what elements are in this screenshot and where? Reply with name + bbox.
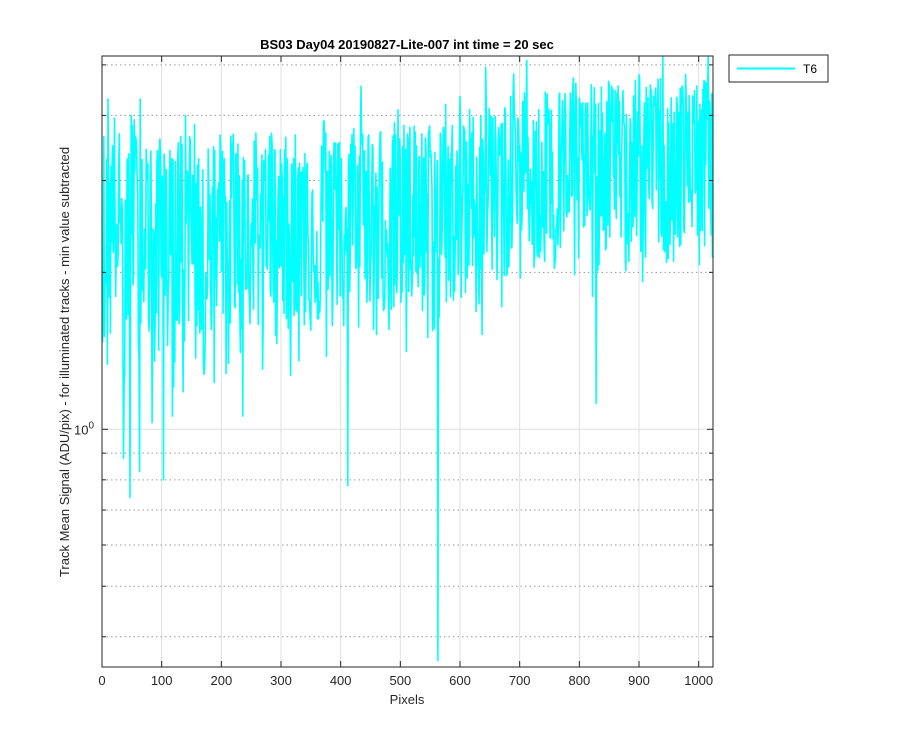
y-axis-label: Track Mean Signal (ADU/pix) - for illumi… [57,147,72,577]
ticks: 0 100 200 300 400 500 600 700 800 900 1000 100 [74,56,713,688]
x-tick-label: 1000 [684,673,713,688]
axes-box [101,55,714,668]
x-tick-label: 900 [628,673,650,688]
x-tick-label: 200 [210,673,232,688]
x-tick-label: 600 [449,673,471,688]
x-tick-label: 100 [151,673,173,688]
chart-title: BS03 Day04 20190827-Lite-007 int time = … [260,37,554,52]
y-tick-label: 100 [74,420,94,437]
legend[interactable]: T6 [728,54,829,83]
series-layer [102,56,713,662]
x-tick-label: 0 [98,673,105,688]
series-line-T6 [102,56,713,662]
x-tick-label: 500 [389,673,411,688]
x-tick-label: 700 [509,673,531,688]
x-axis-label: Pixels [390,692,425,707]
x-tick-label: 400 [330,673,352,688]
legend-label-T6: T6 [803,62,817,76]
x-tick-label: 800 [568,673,590,688]
x-tick-label: 300 [270,673,292,688]
